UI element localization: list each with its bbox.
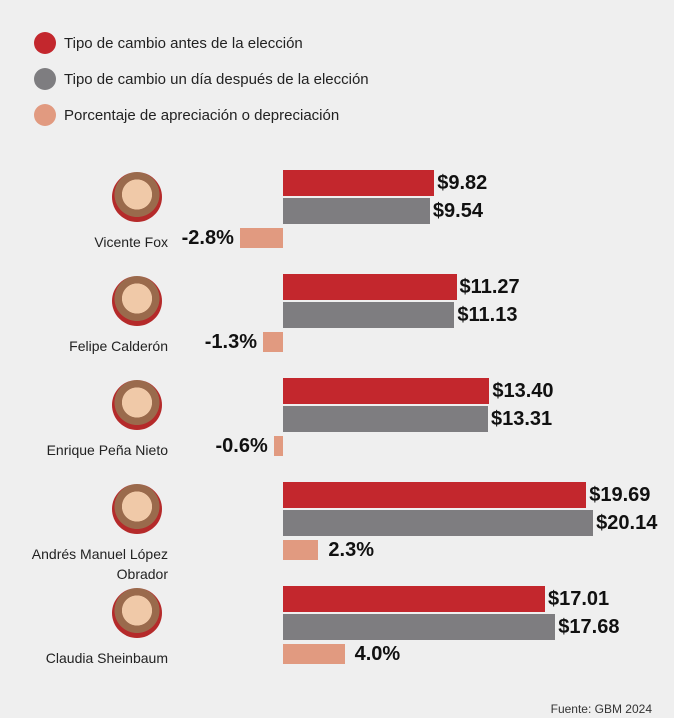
value-label: 2.3% — [328, 539, 374, 561]
legend-marker — [34, 32, 56, 54]
avatar — [112, 380, 162, 430]
category-label: Felipe Calderón — [69, 338, 168, 354]
bar — [283, 406, 488, 432]
bar — [283, 274, 457, 300]
bar — [283, 644, 345, 664]
value-label: $19.69 — [589, 484, 651, 506]
value-label: $17.01 — [547, 588, 610, 610]
value-label: $9.54 — [432, 200, 483, 222]
legend-item: Tipo de cambio un día después de la elec… — [34, 67, 369, 91]
avatar — [112, 588, 162, 638]
legend-marker — [34, 68, 56, 90]
category-label: Andrés Manuel López Obrador — [31, 546, 168, 582]
legend-label: Porcentaje de apreciación o depreciación — [64, 106, 340, 124]
value-label: $13.31 — [490, 408, 553, 430]
bar — [283, 586, 545, 612]
value-label: $11.13 — [457, 304, 518, 326]
avatar — [112, 484, 162, 534]
bar — [262, 332, 283, 352]
bar — [283, 540, 319, 560]
legend-item: Tipo de cambio antes de la elección — [34, 31, 303, 55]
value-label: $13.40 — [492, 380, 554, 402]
bar — [239, 228, 283, 248]
bar — [283, 482, 587, 508]
legend-marker — [34, 104, 56, 126]
bar — [283, 510, 594, 536]
value-label: -1.3% — [204, 331, 257, 353]
value-label: $20.14 — [596, 512, 658, 534]
bar — [273, 436, 283, 456]
avatar — [112, 276, 162, 326]
bar — [283, 614, 556, 640]
bar — [283, 198, 430, 224]
value-label: $17.68 — [558, 616, 620, 638]
avatar — [112, 172, 162, 222]
bar — [283, 378, 490, 404]
value-label: $9.82 — [437, 172, 488, 194]
bar — [283, 170, 435, 196]
category-label: Enrique Peña Nieto — [46, 442, 168, 458]
category-label: Claudia Sheinbaum — [45, 650, 168, 666]
value-label: -2.8% — [181, 227, 234, 249]
value-label: -0.6% — [215, 435, 268, 457]
source: Fuente: GBM 2024 — [550, 702, 652, 716]
category-label: Vicente Fox — [94, 234, 168, 250]
value-label: 4.0% — [354, 643, 401, 665]
bar — [283, 302, 455, 328]
value-label: $11.27 — [459, 276, 520, 298]
legend-item: Porcentaje de apreciación o depreciación — [34, 103, 339, 127]
legend-label: Tipo de cambio antes de la elección — [64, 34, 303, 52]
legend-label: Tipo de cambio un día después de la elec… — [64, 70, 369, 88]
